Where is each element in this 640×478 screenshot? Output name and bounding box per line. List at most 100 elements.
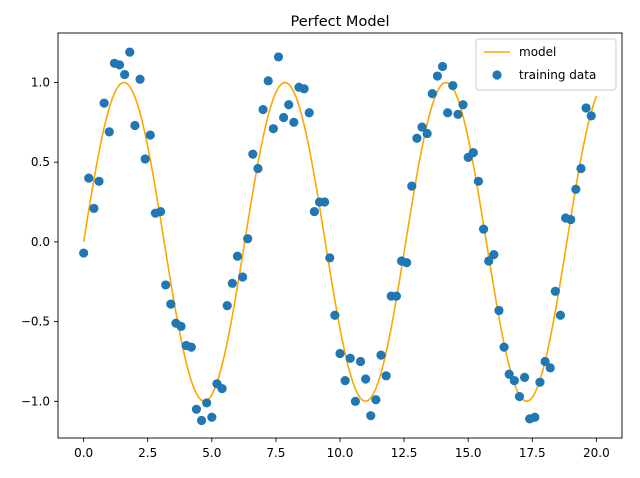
legend: model training data bbox=[475, 38, 617, 91]
data-point bbox=[304, 108, 314, 118]
y-tick-label: 0.0 bbox=[31, 235, 50, 249]
data-point bbox=[320, 197, 330, 207]
data-point bbox=[232, 251, 243, 261]
data-point bbox=[473, 176, 484, 186]
data-point bbox=[371, 395, 381, 405]
data-point bbox=[299, 84, 309, 94]
data-point bbox=[289, 117, 299, 127]
data-point bbox=[355, 356, 366, 367]
data-point bbox=[335, 348, 345, 359]
x-tick-label: 5.0 bbox=[202, 446, 221, 460]
legend-training-label: training data bbox=[519, 68, 596, 82]
data-point bbox=[161, 280, 171, 290]
data-point bbox=[330, 310, 340, 320]
data-point bbox=[222, 301, 232, 311]
data-point bbox=[130, 120, 140, 131]
data-point bbox=[581, 103, 591, 113]
data-point bbox=[422, 128, 432, 139]
data-point bbox=[499, 342, 509, 352]
data-point bbox=[489, 250, 499, 260]
data-point bbox=[227, 278, 237, 288]
legend-training-swatch bbox=[492, 70, 502, 80]
data-point bbox=[494, 305, 504, 316]
x-tick-label: 20.0 bbox=[583, 446, 610, 460]
data-point bbox=[555, 310, 566, 320]
x-tick-label: 17.5 bbox=[519, 446, 546, 460]
data-point bbox=[309, 206, 319, 217]
data-point bbox=[432, 71, 443, 81]
data-point bbox=[484, 256, 494, 266]
data-point bbox=[576, 163, 586, 174]
data-point bbox=[478, 224, 489, 234]
x-tick-label: 12.5 bbox=[391, 446, 418, 460]
data-point bbox=[202, 398, 212, 408]
data-point bbox=[504, 369, 514, 379]
data-point bbox=[535, 377, 545, 387]
data-point bbox=[350, 396, 360, 406]
data-point bbox=[417, 122, 427, 132]
data-point bbox=[186, 342, 196, 352]
data-point bbox=[509, 376, 519, 386]
data-point bbox=[530, 412, 540, 422]
data-point bbox=[391, 291, 401, 301]
data-point bbox=[412, 133, 422, 143]
y-tick-label: 0.5 bbox=[31, 155, 50, 169]
legend-model-label: model bbox=[519, 45, 556, 59]
data-point bbox=[437, 61, 448, 72]
data-point bbox=[566, 214, 576, 225]
data-point bbox=[140, 154, 150, 164]
data-point bbox=[468, 147, 478, 158]
data-point bbox=[155, 206, 166, 217]
data-point bbox=[325, 253, 335, 263]
data-point bbox=[268, 124, 278, 134]
data-point bbox=[448, 81, 458, 91]
data-point bbox=[407, 181, 417, 191]
data-point bbox=[427, 88, 437, 99]
data-point bbox=[94, 176, 104, 186]
data-point bbox=[381, 371, 391, 381]
data-point bbox=[114, 60, 125, 70]
data-point bbox=[279, 112, 289, 123]
y-tick-label: −1.0 bbox=[21, 394, 50, 408]
data-point bbox=[571, 184, 581, 194]
data-point bbox=[366, 411, 376, 421]
data-point bbox=[402, 258, 412, 268]
data-point bbox=[453, 109, 463, 119]
x-tick-label: 2.5 bbox=[138, 446, 157, 460]
data-point bbox=[84, 173, 94, 183]
data-point bbox=[196, 415, 207, 426]
data-point bbox=[191, 404, 202, 414]
data-point bbox=[166, 299, 176, 309]
data-point bbox=[545, 363, 555, 373]
data-point bbox=[176, 321, 186, 331]
data-point bbox=[540, 356, 550, 367]
chart-title: Perfect Model bbox=[291, 14, 390, 30]
data-point bbox=[361, 374, 371, 384]
data-point bbox=[253, 163, 263, 174]
data-point bbox=[273, 52, 284, 62]
x-tick-label: 7.5 bbox=[266, 446, 285, 460]
data-point bbox=[99, 98, 109, 108]
data-point bbox=[145, 130, 155, 140]
y-tick-label: 1.0 bbox=[31, 75, 50, 89]
data-point bbox=[104, 127, 114, 137]
plot-area bbox=[79, 47, 598, 426]
data-point bbox=[79, 248, 89, 258]
data-point bbox=[519, 372, 530, 383]
data-point bbox=[586, 111, 596, 121]
data-point bbox=[120, 69, 130, 80]
data-point bbox=[217, 383, 227, 394]
data-point bbox=[125, 47, 135, 57]
data-point bbox=[443, 108, 453, 118]
data-point bbox=[258, 104, 268, 115]
data-point bbox=[458, 100, 468, 110]
legend-box bbox=[475, 38, 617, 91]
data-point bbox=[340, 376, 350, 386]
data-point bbox=[135, 74, 145, 84]
y-tick-label: −0.5 bbox=[21, 315, 50, 329]
data-point bbox=[376, 350, 386, 360]
data-point bbox=[263, 76, 273, 86]
data-point bbox=[89, 203, 99, 213]
data-point bbox=[207, 412, 217, 422]
